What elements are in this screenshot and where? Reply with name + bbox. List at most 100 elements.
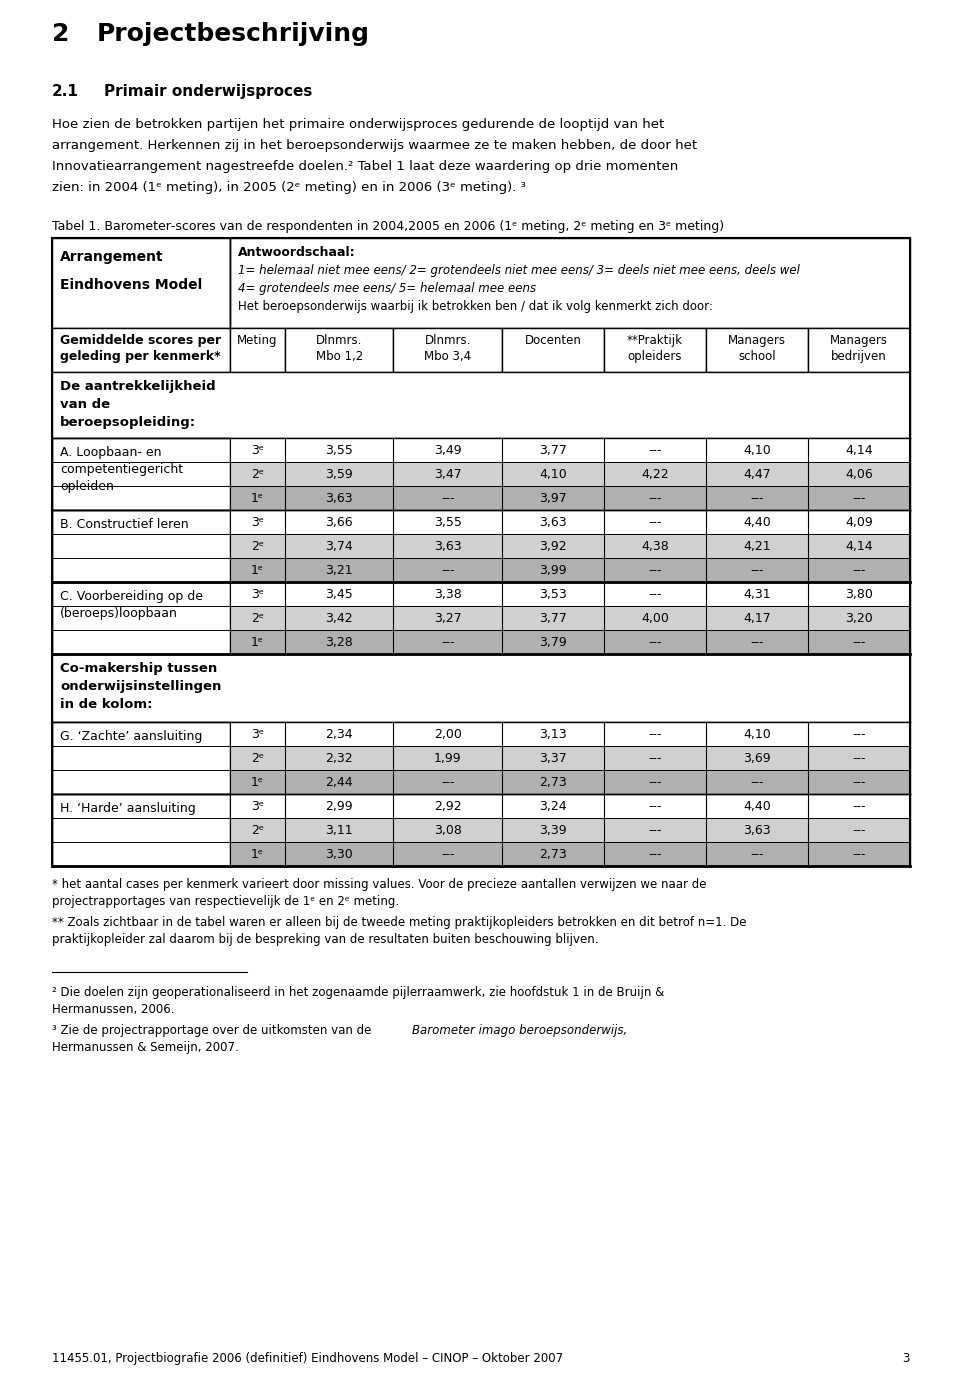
Bar bbox=[230, 486, 285, 510]
Text: 2,44: 2,44 bbox=[325, 776, 353, 788]
Bar bbox=[230, 327, 285, 372]
Text: ---: --- bbox=[648, 753, 661, 765]
Text: ---: --- bbox=[441, 493, 454, 505]
Text: 2.1: 2.1 bbox=[52, 84, 79, 99]
Bar bbox=[52, 372, 910, 438]
Text: 2,73: 2,73 bbox=[540, 848, 566, 861]
Bar bbox=[285, 630, 394, 654]
Text: ---: --- bbox=[852, 799, 866, 813]
Bar bbox=[394, 510, 502, 534]
Bar bbox=[706, 630, 808, 654]
Text: ---: --- bbox=[648, 799, 661, 813]
Text: 2,32: 2,32 bbox=[325, 753, 353, 765]
Bar bbox=[285, 327, 394, 372]
Text: 3,49: 3,49 bbox=[434, 444, 462, 457]
Bar bbox=[394, 559, 502, 582]
Bar bbox=[285, 842, 394, 866]
Bar bbox=[285, 510, 394, 534]
Text: Antwoordschaal:: Antwoordschaal: bbox=[238, 246, 355, 259]
Bar bbox=[52, 794, 230, 866]
Bar bbox=[230, 462, 285, 486]
Text: Hermanussen, 2006.: Hermanussen, 2006. bbox=[52, 1003, 175, 1015]
Text: ---: --- bbox=[648, 588, 661, 601]
Text: 4,06: 4,06 bbox=[845, 468, 873, 482]
Bar bbox=[394, 462, 502, 486]
Text: 4,40: 4,40 bbox=[743, 516, 771, 528]
Bar bbox=[502, 630, 604, 654]
Bar bbox=[808, 842, 910, 866]
Text: 4,00: 4,00 bbox=[641, 612, 669, 625]
Text: 3,59: 3,59 bbox=[325, 468, 353, 482]
Text: 4,10: 4,10 bbox=[540, 468, 566, 482]
Text: ---: --- bbox=[852, 824, 866, 837]
Text: 3,63: 3,63 bbox=[540, 516, 566, 528]
Text: * het aantal cases per kenmerk varieert door missing values. Voor de precieze aa: * het aantal cases per kenmerk varieert … bbox=[52, 878, 707, 892]
Bar bbox=[502, 817, 604, 842]
Text: 4,17: 4,17 bbox=[743, 612, 771, 625]
Text: Hermanussen & Semeijn, 2007.: Hermanussen & Semeijn, 2007. bbox=[52, 1042, 239, 1054]
Text: De aantrekkelijkheid: De aantrekkelijkheid bbox=[60, 380, 216, 394]
Text: 3,99: 3,99 bbox=[540, 564, 566, 577]
Bar bbox=[502, 327, 604, 372]
Text: Het beroepsonderwijs waarbij ik betrokken ben / dat ik volg kenmerkt zich door:: Het beroepsonderwijs waarbij ik betrokke… bbox=[238, 300, 713, 312]
Text: 2ᵉ: 2ᵉ bbox=[251, 539, 264, 553]
Bar bbox=[604, 746, 706, 771]
Text: 2,92: 2,92 bbox=[434, 799, 462, 813]
Text: 3,79: 3,79 bbox=[540, 636, 566, 649]
Bar bbox=[394, 630, 502, 654]
Text: projectrapportages van respectievelijk de 1ᵉ en 2ᵉ meting.: projectrapportages van respectievelijk d… bbox=[52, 894, 399, 908]
Bar bbox=[502, 510, 604, 534]
Text: 3,38: 3,38 bbox=[434, 588, 462, 601]
Text: Eindhovens Model: Eindhovens Model bbox=[60, 278, 203, 292]
Text: 4,21: 4,21 bbox=[743, 539, 771, 553]
Text: 3,97: 3,97 bbox=[540, 493, 566, 505]
Text: 1ᵉ: 1ᵉ bbox=[251, 493, 264, 505]
Text: in de kolom:: in de kolom: bbox=[60, 698, 153, 711]
Text: 2,00: 2,00 bbox=[434, 728, 462, 742]
Text: Projectbeschrijving: Projectbeschrijving bbox=[97, 22, 370, 45]
Bar bbox=[285, 817, 394, 842]
Text: 2ᵉ: 2ᵉ bbox=[251, 612, 264, 625]
Bar bbox=[394, 746, 502, 771]
Text: opleiden: opleiden bbox=[60, 480, 114, 493]
Bar bbox=[394, 817, 502, 842]
Text: 1= helemaal niet mee eens/ 2= grotendeels niet mee eens/ 3= deels niet mee eens,: 1= helemaal niet mee eens/ 2= grotendeel… bbox=[238, 264, 800, 277]
Text: 1ᵉ: 1ᵉ bbox=[251, 636, 264, 649]
Bar bbox=[706, 605, 808, 630]
Bar bbox=[230, 559, 285, 582]
Bar bbox=[502, 462, 604, 486]
Text: Managers: Managers bbox=[728, 334, 786, 347]
Text: 2,73: 2,73 bbox=[540, 776, 566, 788]
Bar bbox=[604, 486, 706, 510]
Text: ---: --- bbox=[441, 636, 454, 649]
Bar bbox=[604, 817, 706, 842]
Bar bbox=[604, 771, 706, 794]
Text: 3ᵉ: 3ᵉ bbox=[251, 799, 264, 813]
Bar bbox=[604, 327, 706, 372]
Text: onderwijsinstellingen: onderwijsinstellingen bbox=[60, 680, 222, 694]
Text: Primair onderwijsproces: Primair onderwijsproces bbox=[104, 84, 312, 99]
Text: 4,10: 4,10 bbox=[743, 728, 771, 742]
Bar bbox=[604, 462, 706, 486]
Text: 4,31: 4,31 bbox=[743, 588, 771, 601]
Bar bbox=[230, 630, 285, 654]
Text: 1ᵉ: 1ᵉ bbox=[251, 776, 264, 788]
Text: Innovatiearrangement nagestreefde doelen.² Tabel 1 laat deze waardering op drie : Innovatiearrangement nagestreefde doelen… bbox=[52, 160, 679, 173]
Bar bbox=[808, 630, 910, 654]
Text: geleding per kenmerk*: geleding per kenmerk* bbox=[60, 350, 221, 363]
Text: 3,92: 3,92 bbox=[540, 539, 566, 553]
Bar bbox=[706, 794, 808, 817]
Bar bbox=[502, 486, 604, 510]
Text: ---: --- bbox=[852, 493, 866, 505]
Text: 3,42: 3,42 bbox=[325, 612, 353, 625]
Bar bbox=[285, 582, 394, 605]
Bar bbox=[604, 630, 706, 654]
Bar bbox=[230, 817, 285, 842]
Bar bbox=[808, 582, 910, 605]
Bar bbox=[285, 771, 394, 794]
Text: 3,47: 3,47 bbox=[434, 468, 462, 482]
Bar bbox=[706, 771, 808, 794]
Text: 4,40: 4,40 bbox=[743, 799, 771, 813]
Bar bbox=[502, 582, 604, 605]
Text: 2,99: 2,99 bbox=[325, 799, 353, 813]
